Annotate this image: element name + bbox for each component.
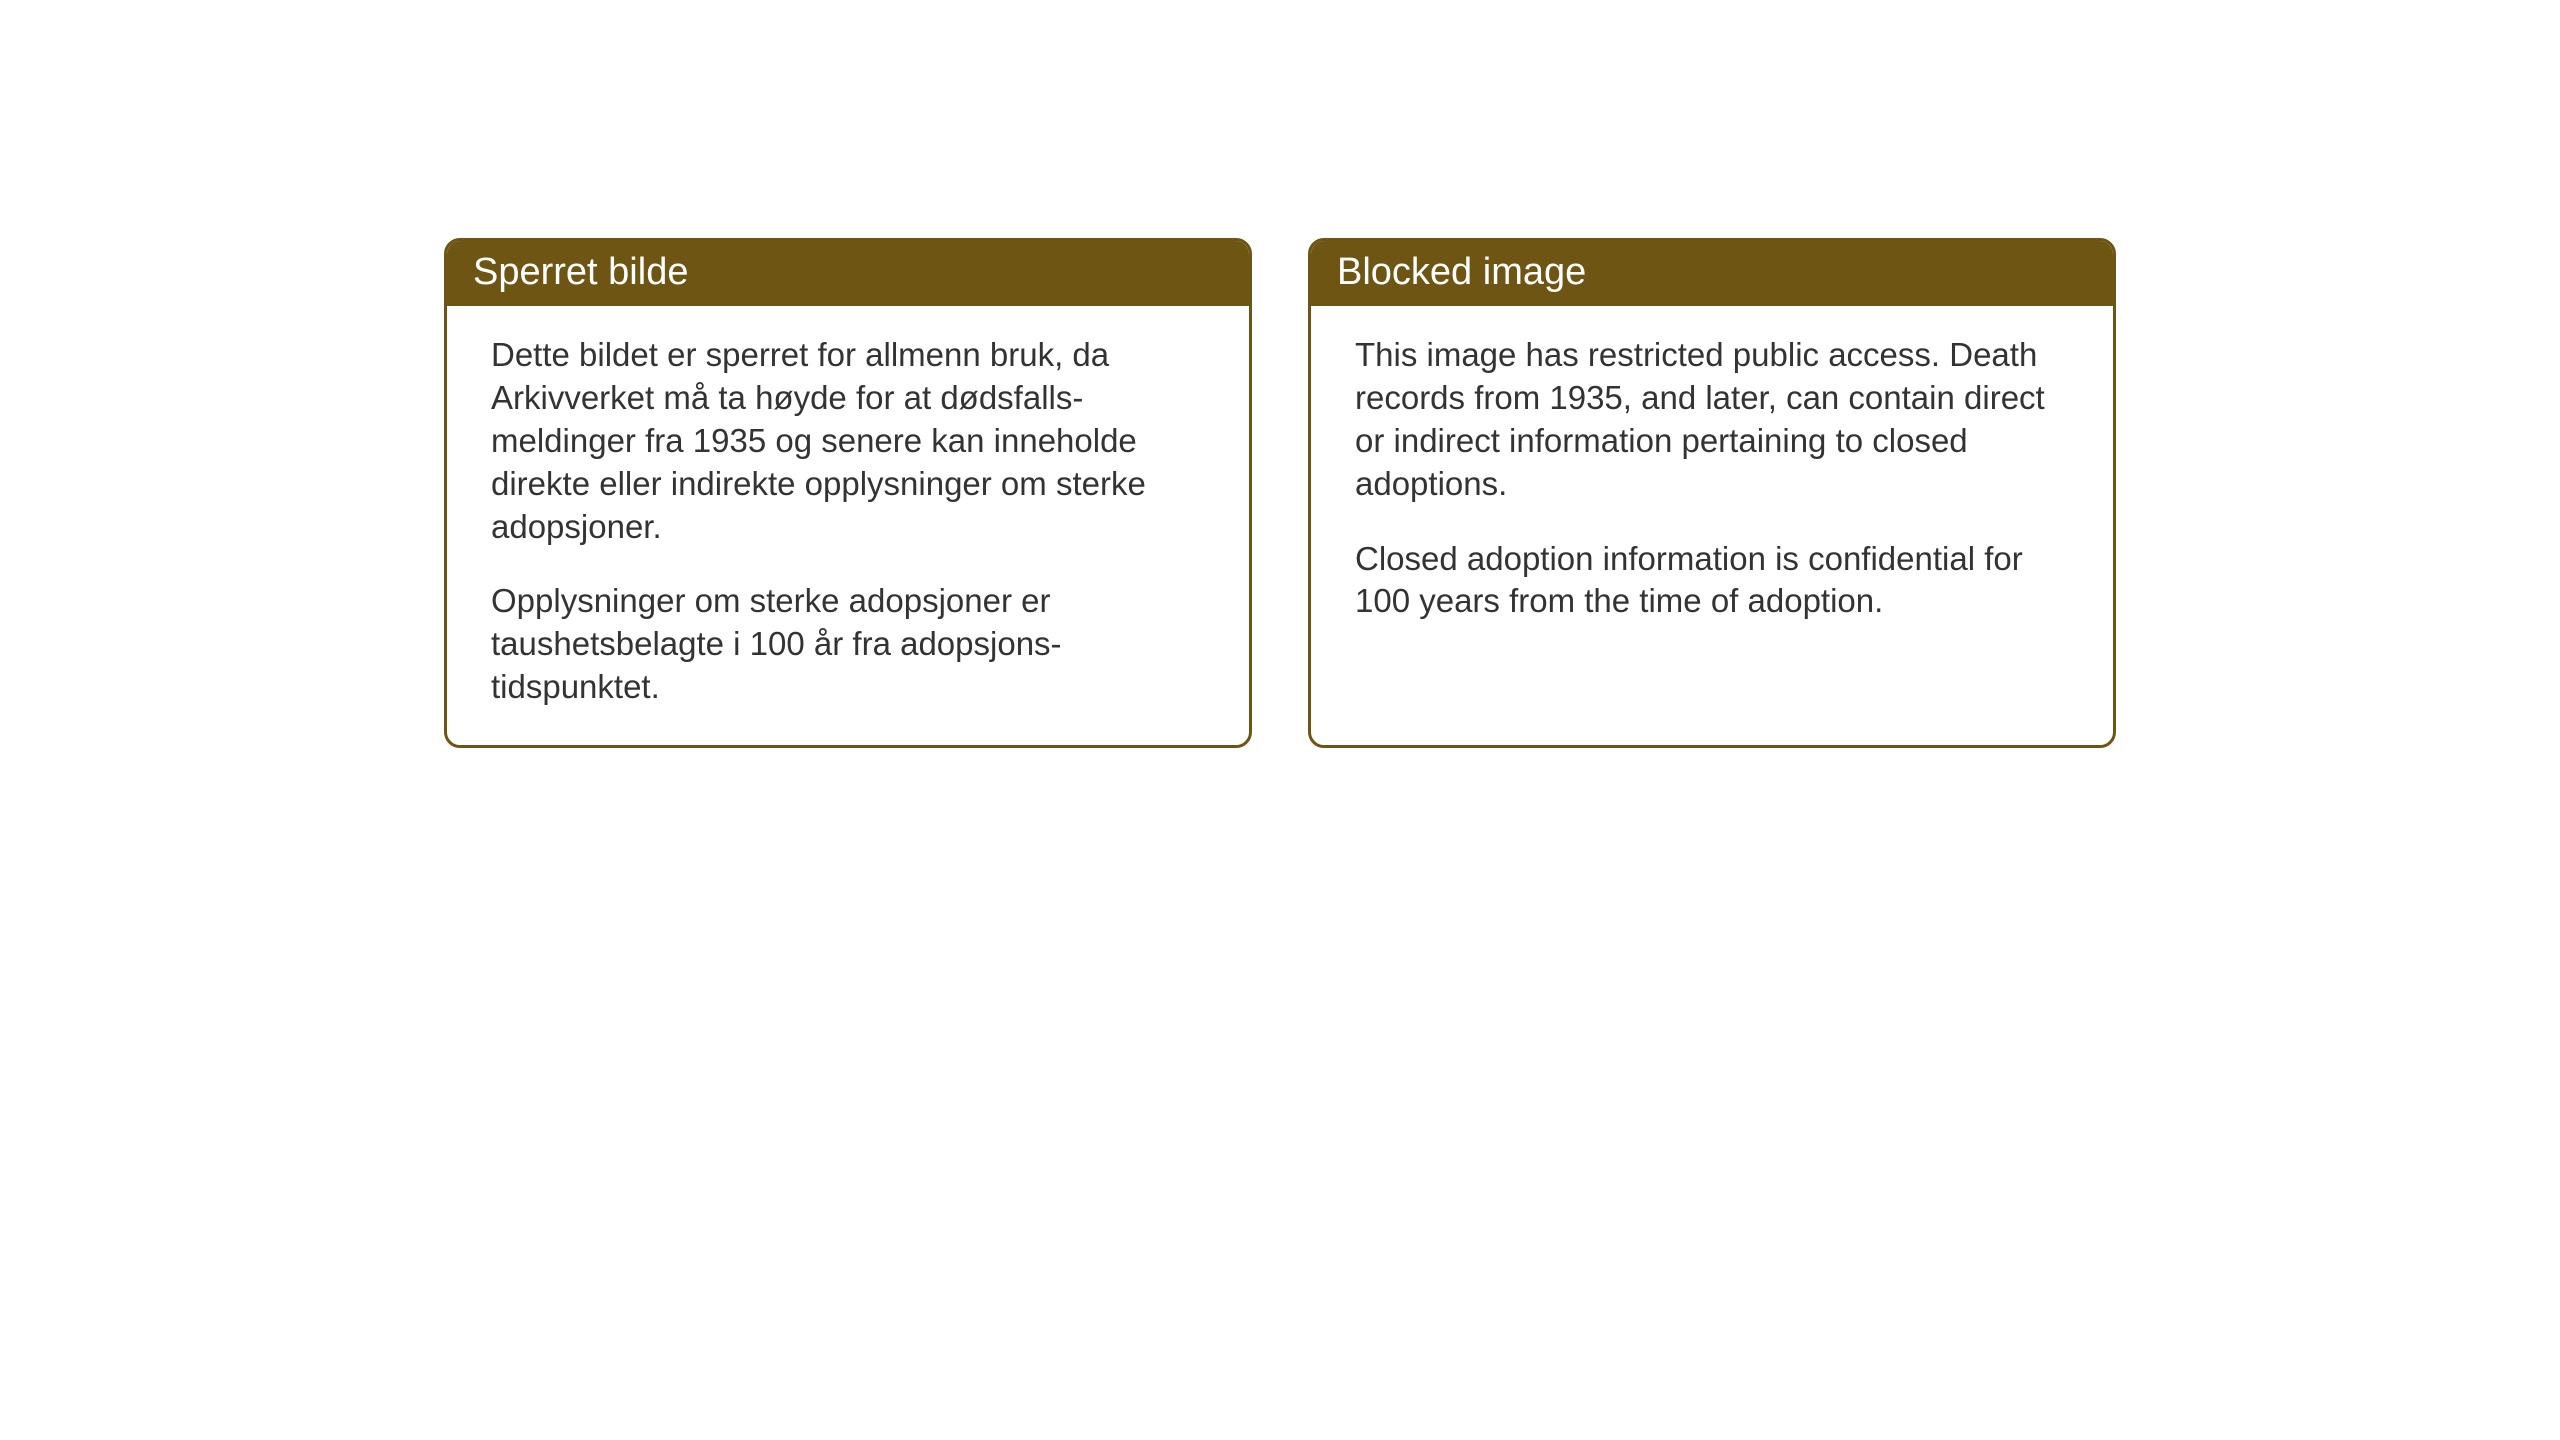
notice-box-norwegian: Sperret bilde Dette bildet er sperret fo…	[444, 238, 1252, 748]
notice-paragraph-1-en: This image has restricted public access.…	[1355, 334, 2069, 506]
notice-paragraph-1-no: Dette bildet er sperret for allmenn bruk…	[491, 334, 1205, 548]
notice-body-norwegian: Dette bildet er sperret for allmenn bruk…	[447, 306, 1249, 745]
notice-body-english: This image has restricted public access.…	[1311, 306, 2113, 659]
notice-box-english: Blocked image This image has restricted …	[1308, 238, 2116, 748]
notice-paragraph-2-en: Closed adoption information is confident…	[1355, 538, 2069, 624]
notice-container: Sperret bilde Dette bildet er sperret fo…	[444, 238, 2116, 748]
notice-paragraph-2-no: Opplysninger om sterke adopsjoner er tau…	[491, 580, 1205, 709]
notice-header-norwegian: Sperret bilde	[447, 241, 1249, 306]
notice-header-english: Blocked image	[1311, 241, 2113, 306]
